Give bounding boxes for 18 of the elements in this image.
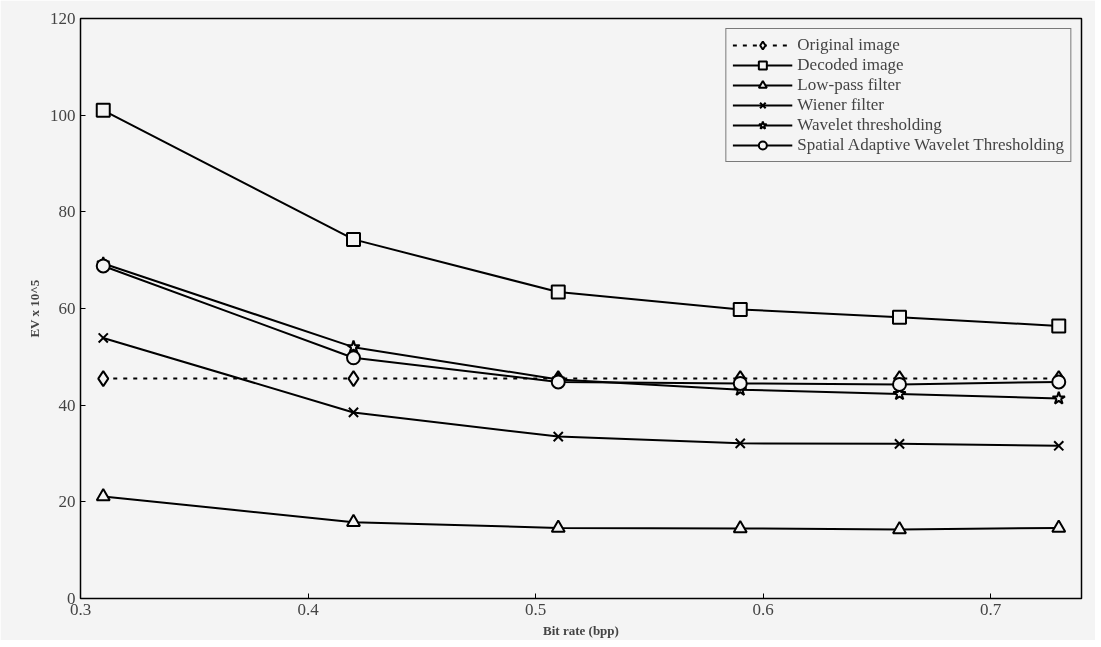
legend-label: Wiener filter: [797, 95, 884, 115]
legend-label: Low-pass filter: [797, 75, 901, 95]
y-tick-label: 100: [50, 105, 76, 125]
x-axis-title: Bit rate (bpp): [543, 622, 619, 638]
x-tick-label: 0.5: [524, 599, 547, 619]
x-tick-label: 0.7: [979, 599, 1002, 619]
y-tick-label: 120: [50, 9, 76, 28]
legend-label: Spatial Adaptive Wavelet Thresholding: [797, 135, 1064, 155]
legend-label: Wavelet thresholding: [797, 115, 942, 135]
x-tick-label: 0.4: [297, 599, 320, 619]
legend-label: Original image: [797, 35, 900, 55]
y-tick-label: 60: [58, 299, 76, 318]
legend-label: Decoded image: [797, 55, 904, 75]
y-tick-label: 40: [58, 395, 76, 415]
y-tick-label: 80: [58, 202, 76, 222]
y-tick-label: 20: [58, 492, 76, 512]
y-axis-title: EV x 10^5: [27, 279, 42, 338]
x-tick-label: 0.6: [752, 599, 774, 619]
